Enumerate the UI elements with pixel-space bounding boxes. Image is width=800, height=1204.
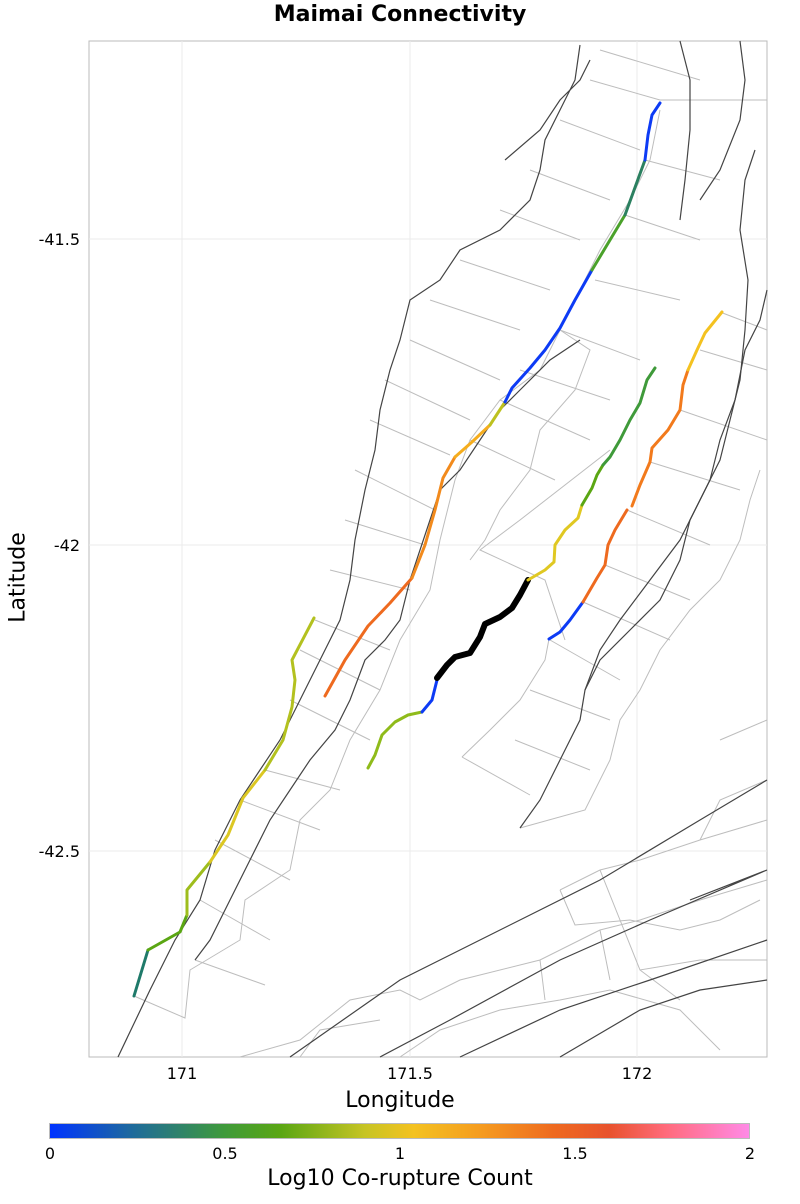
y-axis-label: Latitude (5, 532, 31, 623)
x-tick-label: 171.5 (387, 1064, 433, 1083)
gridlines (89, 41, 767, 1057)
colorbar-tick: 2 (744, 1144, 756, 1163)
colorbar-tick: 1.5 (562, 1144, 588, 1163)
x-tick-label: 172 (621, 1064, 653, 1083)
colorbar-label: Log10 Co-rupture Count (267, 1166, 533, 1191)
plot-frame (88, 40, 768, 1058)
x-axis-label: Longitude (345, 1088, 455, 1113)
map-title: Maimai Connectivity (273, 2, 527, 27)
y-tick-label: -41.5 (38, 230, 80, 249)
connected-segments (132, 101, 724, 998)
y-tick-label: -42.5 (38, 842, 80, 861)
colorbar-tick: 0 (44, 1144, 56, 1163)
x-tick-label: 171 (166, 1064, 198, 1083)
colorbar (49, 1123, 750, 1139)
colorbar-tick: 1 (394, 1144, 406, 1163)
source-fault (434, 577, 531, 681)
colorbar-tick: 0.5 (212, 1144, 238, 1163)
y-tick-label: -42 (53, 536, 80, 555)
